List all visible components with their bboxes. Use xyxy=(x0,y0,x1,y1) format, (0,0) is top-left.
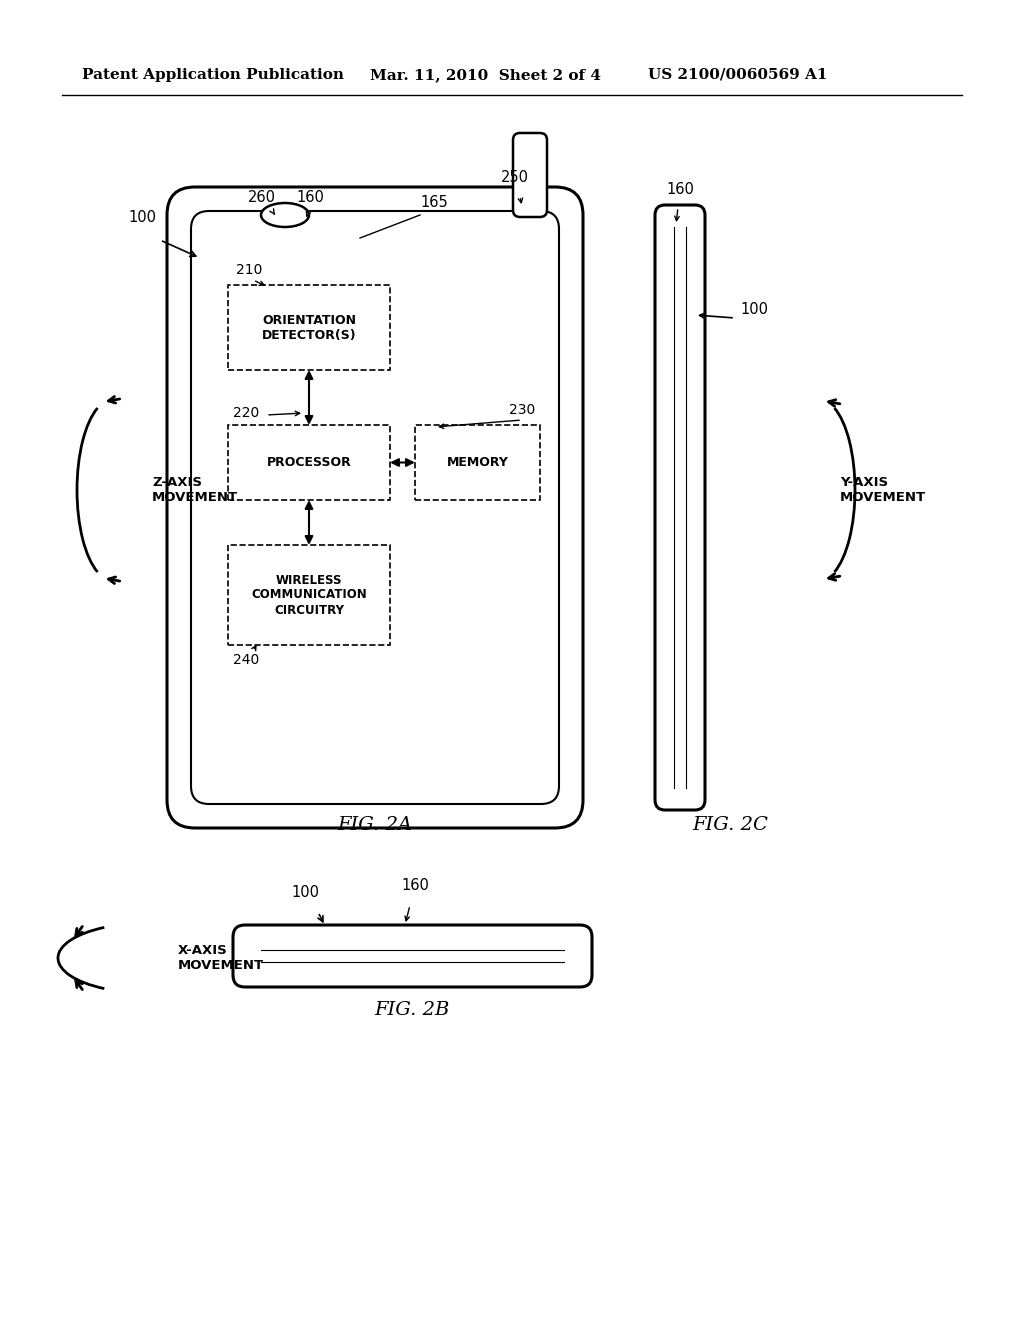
Text: 100: 100 xyxy=(740,302,768,318)
Text: 160: 160 xyxy=(666,182,694,197)
Ellipse shape xyxy=(261,203,309,227)
FancyBboxPatch shape xyxy=(415,425,540,500)
FancyBboxPatch shape xyxy=(233,925,592,987)
Text: 160: 160 xyxy=(401,878,429,894)
Text: Mar. 11, 2010  Sheet 2 of 4: Mar. 11, 2010 Sheet 2 of 4 xyxy=(370,69,601,82)
Text: 230: 230 xyxy=(509,403,535,417)
FancyBboxPatch shape xyxy=(228,545,390,645)
Text: MEMORY: MEMORY xyxy=(446,455,509,469)
Text: 100: 100 xyxy=(291,884,319,900)
Text: Y-AXIS
MOVEMENT: Y-AXIS MOVEMENT xyxy=(840,477,926,504)
Text: ORIENTATION
DETECTOR(S): ORIENTATION DETECTOR(S) xyxy=(262,314,356,342)
Text: Patent Application Publication: Patent Application Publication xyxy=(82,69,344,82)
Text: 160: 160 xyxy=(296,190,324,205)
Text: WIRELESS
COMMUNICATION
CIRCUITRY: WIRELESS COMMUNICATION CIRCUITRY xyxy=(251,573,367,616)
Text: US 2100/0060569 A1: US 2100/0060569 A1 xyxy=(648,69,827,82)
FancyBboxPatch shape xyxy=(228,285,390,370)
Text: 210: 210 xyxy=(236,263,262,277)
Text: X-AXIS
MOVEMENT: X-AXIS MOVEMENT xyxy=(178,944,264,972)
FancyBboxPatch shape xyxy=(655,205,705,810)
Text: FIG. 2B: FIG. 2B xyxy=(375,1001,450,1019)
FancyBboxPatch shape xyxy=(191,211,559,804)
FancyBboxPatch shape xyxy=(167,187,583,828)
Text: FIG. 2C: FIG. 2C xyxy=(692,816,768,834)
Text: 165: 165 xyxy=(420,195,447,210)
FancyBboxPatch shape xyxy=(513,133,547,216)
Text: 240: 240 xyxy=(233,653,259,667)
Text: 260: 260 xyxy=(248,190,276,205)
Text: 100: 100 xyxy=(128,210,156,224)
Text: PROCESSOR: PROCESSOR xyxy=(266,455,351,469)
Text: 220: 220 xyxy=(233,407,259,420)
FancyBboxPatch shape xyxy=(228,425,390,500)
Text: 250: 250 xyxy=(501,170,529,185)
Text: Z-AXIS
MOVEMENT: Z-AXIS MOVEMENT xyxy=(152,477,239,504)
Text: FIG. 2A: FIG. 2A xyxy=(338,816,413,834)
